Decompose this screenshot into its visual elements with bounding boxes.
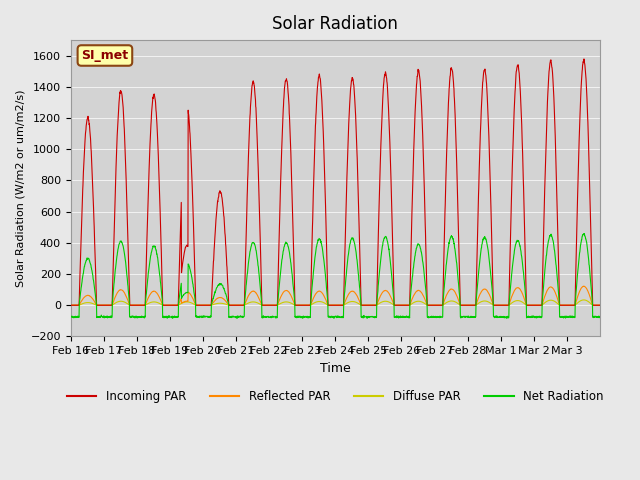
Title: Solar Radiation: Solar Radiation [273, 15, 398, 33]
Y-axis label: Solar Radiation (W/m2 or um/m2/s): Solar Radiation (W/m2 or um/m2/s) [15, 89, 25, 287]
X-axis label: Time: Time [320, 362, 351, 375]
Legend: Incoming PAR, Reflected PAR, Diffuse PAR, Net Radiation: Incoming PAR, Reflected PAR, Diffuse PAR… [62, 385, 609, 408]
Text: SI_met: SI_met [81, 49, 129, 62]
